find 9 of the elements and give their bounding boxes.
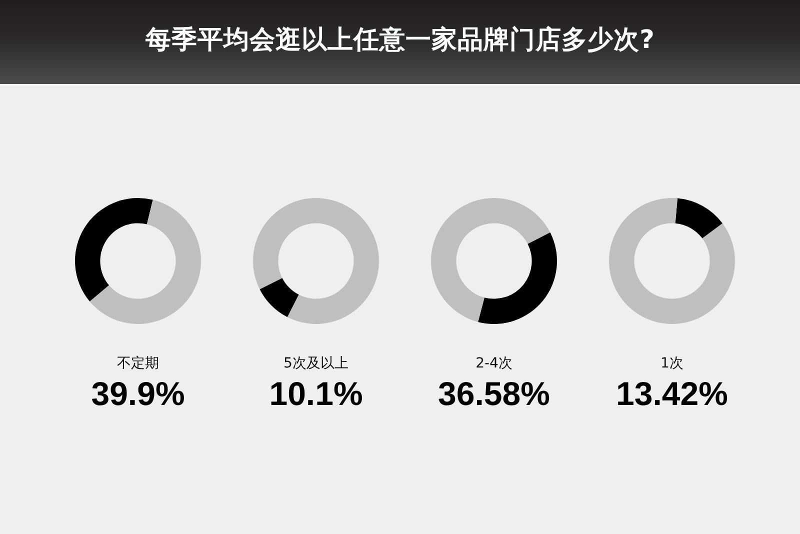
text: 5次及以上 bbox=[284, 356, 348, 372]
text: 13.42% bbox=[616, 375, 728, 412]
text: 2-4次 bbox=[476, 356, 512, 372]
text: 39.9% bbox=[91, 375, 185, 412]
text: 每季平均会逛以上任意一家品牌门店多少次? bbox=[144, 24, 656, 57]
text: 1次 bbox=[660, 356, 684, 372]
text: 不定期 bbox=[117, 356, 159, 372]
text: 36.58% bbox=[438, 375, 550, 412]
text: 10.1% bbox=[269, 375, 363, 412]
